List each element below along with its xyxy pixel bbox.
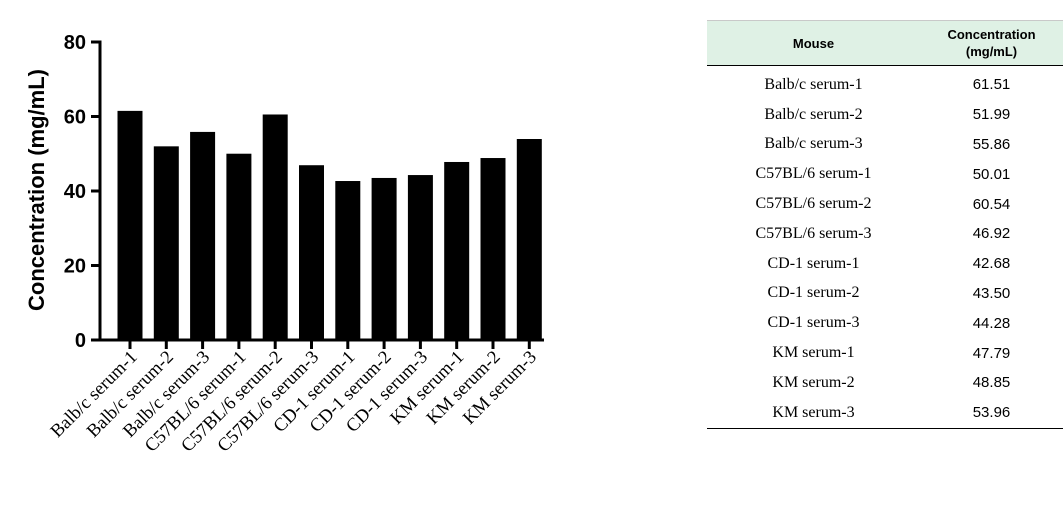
cell-concentration: 50.01: [972, 165, 1011, 183]
y-axis: 0 20 40 60 80: [64, 32, 102, 352]
table-row: CD-1 serum-2 43.50: [707, 279, 1063, 309]
cell-mouse: C57BL/6 serum-3: [755, 224, 872, 242]
cell-mouse: Balb/c serum-2: [764, 105, 863, 123]
bar: [516, 139, 542, 340]
cell-concentration: 44.28: [972, 314, 1011, 332]
bar: [299, 165, 324, 340]
y-tick-label: 0: [75, 330, 86, 352]
bar: [117, 110, 143, 340]
table-row: C57BL/6 serum-1 50.01: [707, 159, 1063, 189]
cell-concentration: 43.50: [972, 284, 1011, 302]
column-header-mouse: Mouse: [707, 20, 920, 66]
bar: [262, 114, 288, 341]
bar-series: [117, 110, 542, 341]
table-body: Balb/c serum-1 61.51 Balb/c serum-2 51.99 Ba…: [707, 66, 1063, 429]
table-row: Balb/c serum-3 55.86: [707, 130, 1063, 160]
table-row: C57BL/6 serum-3 46.92: [707, 219, 1063, 249]
cell-mouse: Balb/c serum-1: [764, 75, 863, 93]
y-tick-label: 20: [64, 256, 86, 278]
table-row: KM serum-2 48.85: [707, 368, 1063, 398]
data-table: Mouse Concentration (mg/mL) Balb/c serum…: [707, 20, 1063, 429]
cell-mouse: Balb/c serum-3: [764, 135, 863, 153]
cell-mouse: C57BL/6 serum-1: [755, 165, 872, 183]
cell-mouse: CD-1 serum-2: [767, 284, 860, 302]
table-row: Balb/c serum-2 51.99: [707, 100, 1063, 130]
column-header-concentration: Concentration (mg/mL): [920, 20, 1063, 66]
table-row: C57BL/6 serum-2 60.54: [707, 189, 1063, 219]
y-tick-label: 60: [64, 107, 86, 129]
cell-concentration: 53.96: [972, 404, 1011, 422]
bar: [480, 158, 506, 340]
y-tick-label: 40: [64, 181, 86, 203]
bar: [335, 181, 361, 340]
table-row: KM serum-1 47.79: [707, 338, 1063, 368]
cell-concentration: 61.51: [972, 76, 1011, 94]
cell-concentration: 42.68: [972, 255, 1011, 273]
cell-mouse: CD-1 serum-3: [767, 314, 860, 332]
cell-mouse: KM serum-2: [772, 373, 855, 391]
cell-mouse: KM serum-1: [772, 344, 855, 362]
table-row: KM serum-3 53.96: [707, 398, 1063, 428]
cell-concentration: 46.92: [972, 225, 1011, 243]
y-axis-label: Concentration (mg/mL): [24, 69, 49, 311]
y-tick-label: 80: [64, 32, 86, 54]
cell-concentration: 60.54: [972, 195, 1011, 213]
bar: [190, 131, 216, 340]
cell-mouse: KM serum-3: [772, 403, 855, 421]
bar: [444, 161, 470, 340]
bar: [226, 153, 252, 340]
cell-mouse: CD-1 serum-1: [767, 254, 860, 272]
table-row: Balb/c serum-1 61.51: [707, 66, 1063, 100]
table-row: CD-1 serum-3 44.28: [707, 308, 1063, 338]
table-header-row: Mouse Concentration (mg/mL): [707, 20, 1063, 66]
cell-concentration: 55.86: [972, 135, 1011, 153]
bar: [407, 175, 433, 340]
bar: [153, 146, 179, 340]
cell-concentration: 48.85: [972, 374, 1011, 392]
cell-mouse: C57BL/6 serum-2: [755, 195, 872, 213]
table-row: CD-1 serum-1 42.68: [707, 249, 1063, 279]
bar: [371, 177, 397, 340]
cell-concentration: 51.99: [972, 106, 1011, 124]
cell-concentration: 47.79: [972, 344, 1011, 362]
